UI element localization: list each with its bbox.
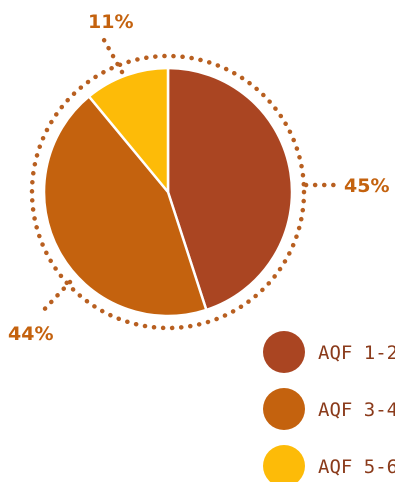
legend-marker-2 (263, 388, 305, 430)
pie-slice-2 (42, 95, 208, 318)
leader-line-2 (37, 279, 73, 317)
pie-slice-1 (166, 66, 294, 312)
leader-line-3 (101, 37, 125, 75)
pie-slice-3 (87, 66, 170, 194)
legend-marker-1 (263, 331, 305, 373)
legend-label-1: AQF 1-2 (318, 342, 395, 364)
legend-label-3: AQF 5-6 (318, 456, 395, 478)
value-label-2: 44% (8, 323, 53, 345)
value-label-3: 11% (88, 11, 133, 33)
legend-marker-3 (263, 445, 305, 482)
pie-dotted-ring (29, 53, 307, 331)
legend-label-2: AQF 3-4 (318, 399, 395, 421)
value-label-1: 45% (344, 175, 389, 197)
